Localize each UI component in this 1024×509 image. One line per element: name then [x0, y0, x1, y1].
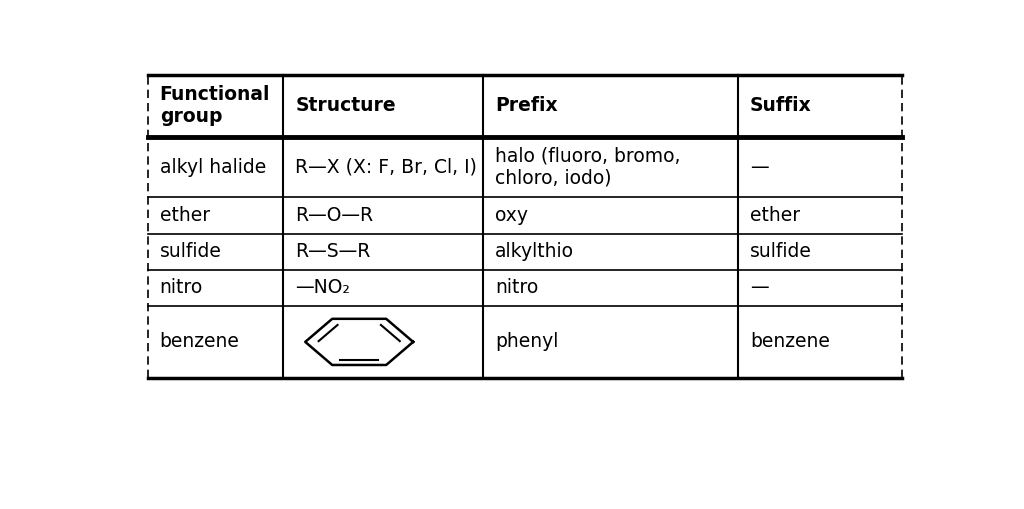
Text: Structure: Structure: [295, 96, 396, 115]
Text: alkyl halide: alkyl halide: [160, 158, 266, 177]
Text: nitro: nitro: [160, 278, 203, 297]
Text: R—O—R: R—O—R: [295, 206, 374, 225]
Text: ether: ether: [750, 206, 800, 225]
Text: —NO₂: —NO₂: [295, 278, 350, 297]
Text: R—S—R: R—S—R: [295, 242, 371, 261]
Text: R—X (X: F, Br, Cl, I): R—X (X: F, Br, Cl, I): [295, 158, 477, 177]
Text: nitro: nitro: [495, 278, 538, 297]
Text: sulfide: sulfide: [160, 242, 221, 261]
Text: —: —: [750, 278, 769, 297]
Text: sulfide: sulfide: [750, 242, 812, 261]
Text: ether: ether: [160, 206, 210, 225]
Text: benzene: benzene: [750, 332, 829, 351]
Text: Suffix: Suffix: [750, 96, 812, 115]
Text: —: —: [750, 158, 769, 177]
Text: benzene: benzene: [160, 332, 240, 351]
Text: Prefix: Prefix: [495, 96, 557, 115]
Text: Functional
group: Functional group: [160, 86, 270, 126]
Text: oxy: oxy: [495, 206, 527, 225]
Text: halo (fluoro, bromo,
chloro, iodo): halo (fluoro, bromo, chloro, iodo): [495, 147, 680, 188]
Text: alkylthio: alkylthio: [495, 242, 573, 261]
Text: phenyl: phenyl: [495, 332, 558, 351]
